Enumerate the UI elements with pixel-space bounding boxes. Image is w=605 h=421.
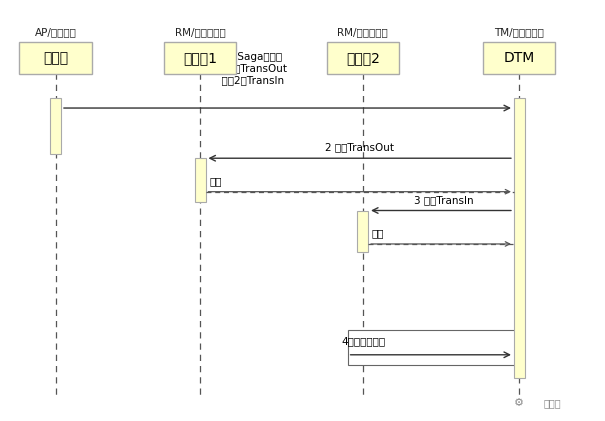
- FancyBboxPatch shape: [514, 98, 525, 378]
- FancyBboxPatch shape: [327, 42, 399, 74]
- FancyBboxPatch shape: [164, 42, 237, 74]
- Text: 4全局事务成功: 4全局事务成功: [342, 336, 386, 346]
- Text: 亿速云: 亿速云: [543, 398, 561, 408]
- Text: 2 调用TransOut: 2 调用TransOut: [325, 142, 394, 152]
- Text: DTM: DTM: [504, 51, 535, 65]
- FancyBboxPatch shape: [19, 42, 92, 74]
- Text: ⚙: ⚙: [514, 398, 525, 408]
- Text: 成功: 成功: [371, 229, 384, 239]
- FancyBboxPatch shape: [195, 158, 206, 202]
- Text: RM/资源管理器: RM/资源管理器: [338, 27, 388, 37]
- Text: TM/事务管理器: TM/事务管理器: [494, 27, 544, 37]
- FancyBboxPatch shape: [348, 330, 519, 365]
- Text: AP/应用程序: AP/应用程序: [34, 27, 76, 37]
- Text: 主程序: 主程序: [43, 51, 68, 65]
- FancyBboxPatch shape: [50, 98, 61, 154]
- Text: 1 提交Saga事务含
服务1的TransOut
  服务2的TransIn: 1 提交Saga事务含 服务1的TransOut 服务2的TransIn: [215, 52, 287, 85]
- Text: 成功: 成功: [209, 176, 221, 186]
- Text: 3 调用TransIn: 3 调用TransIn: [414, 195, 474, 205]
- FancyBboxPatch shape: [358, 210, 368, 252]
- Text: RM/资源管理器: RM/资源管理器: [175, 27, 226, 37]
- FancyBboxPatch shape: [483, 42, 555, 74]
- Text: 微服务2: 微服务2: [346, 51, 380, 65]
- Text: 微服务1: 微服务1: [183, 51, 217, 65]
